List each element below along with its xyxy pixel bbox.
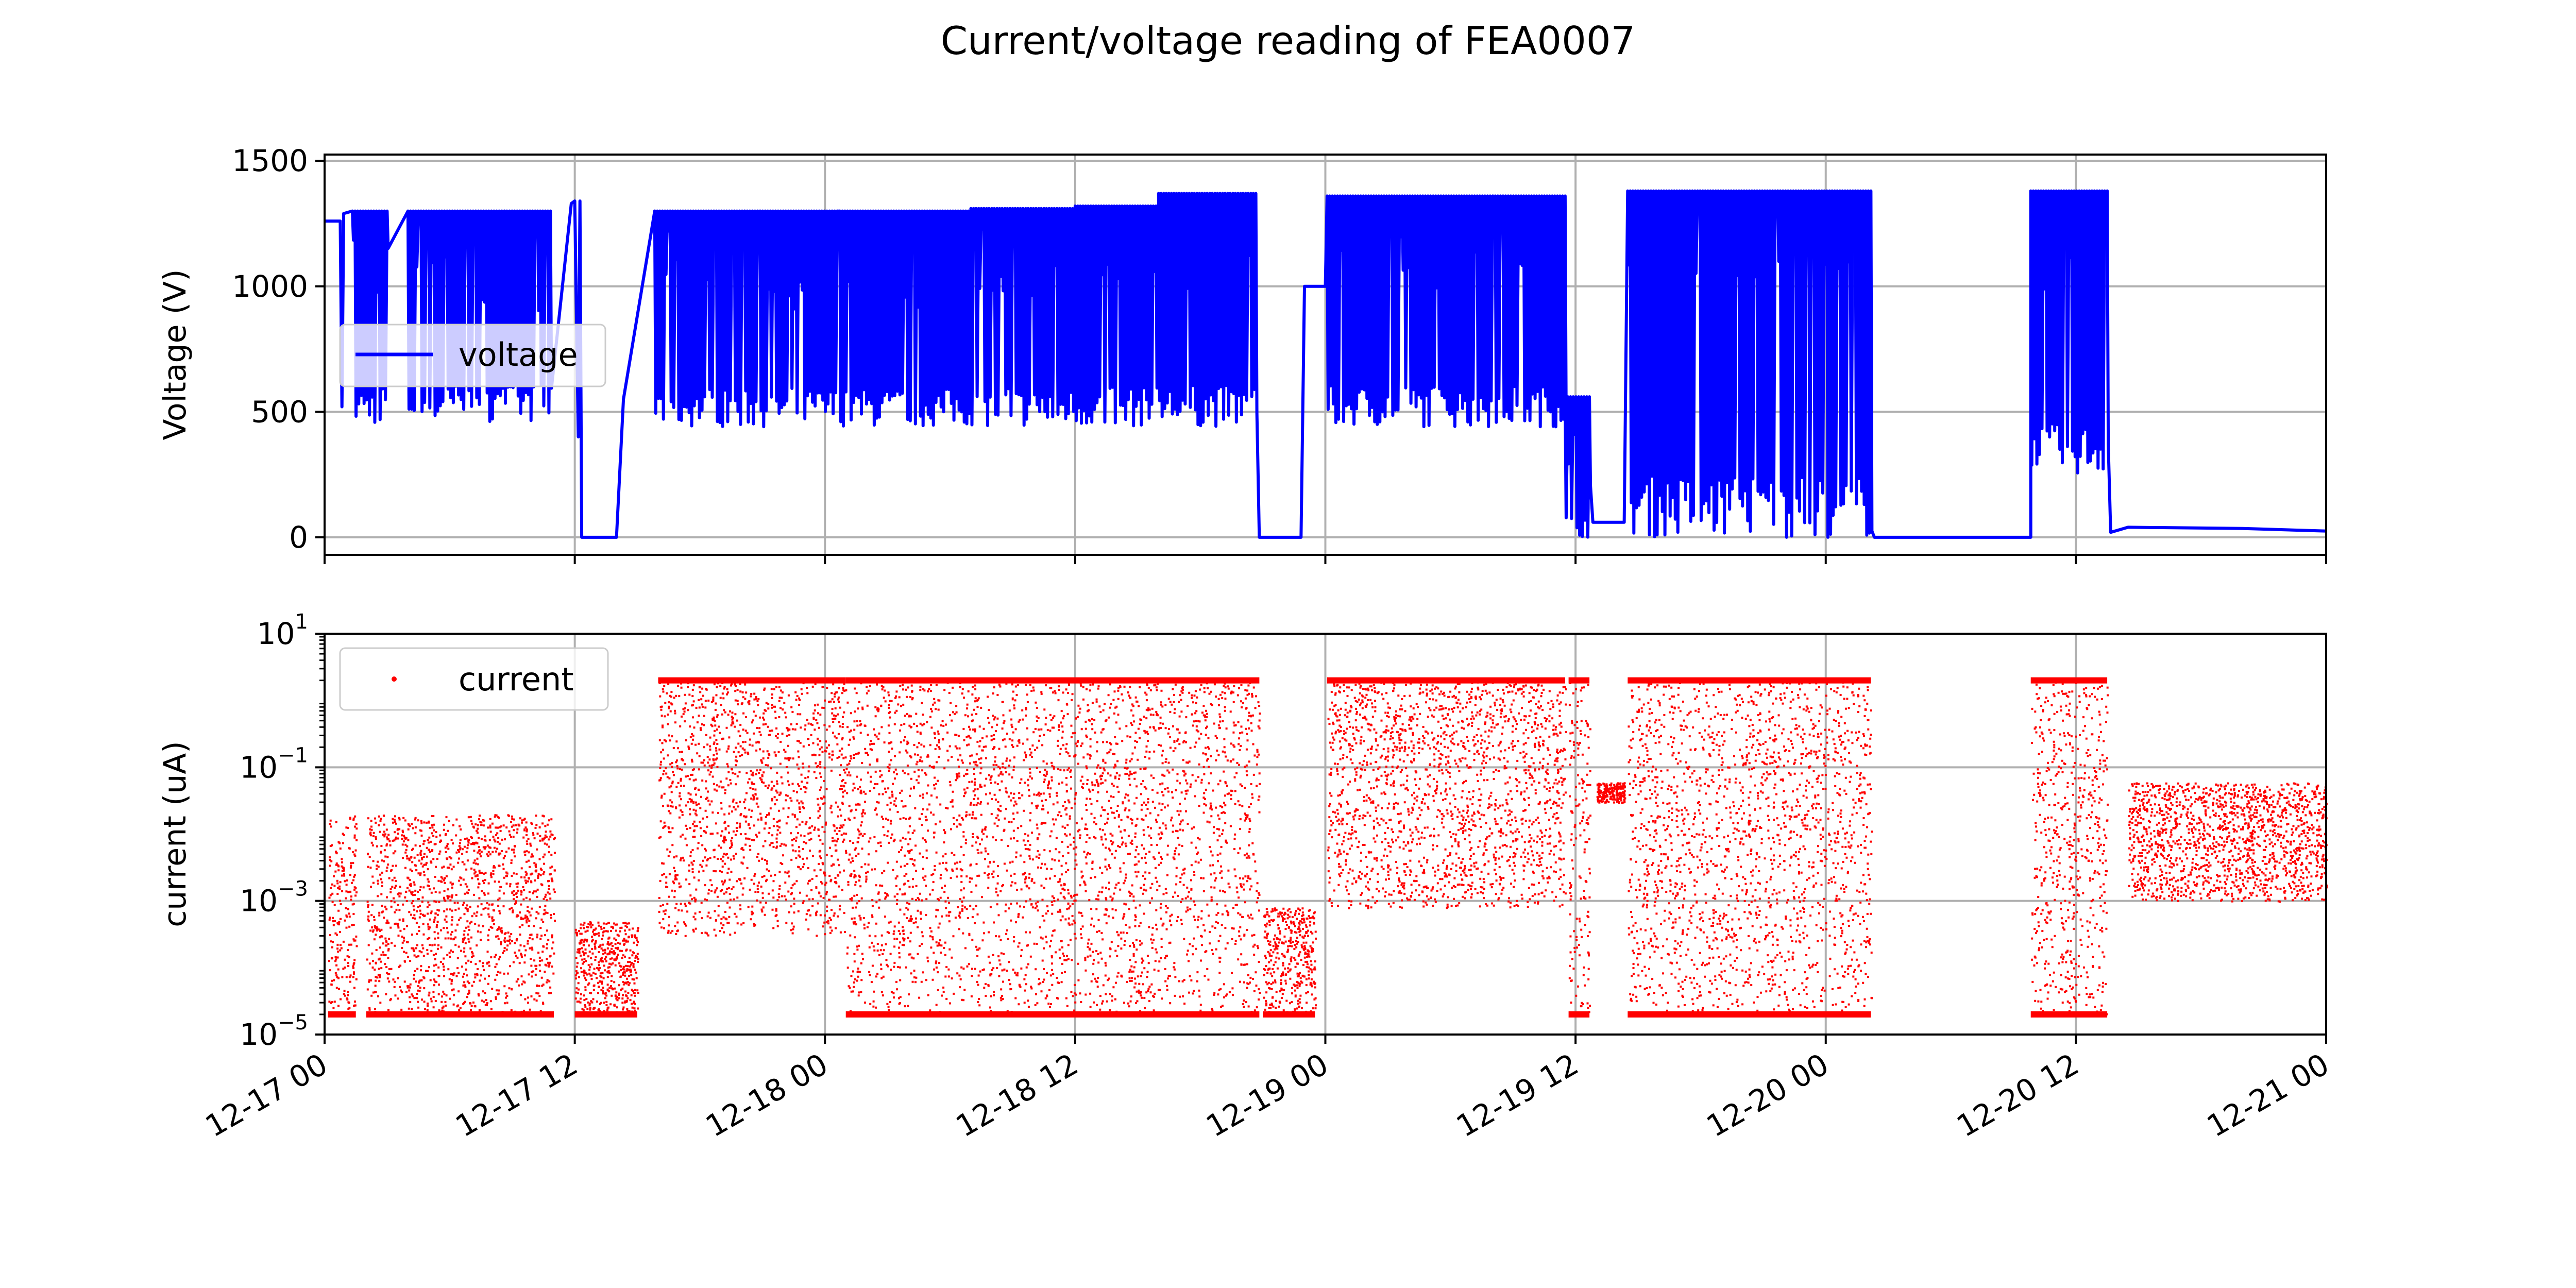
current-markers <box>328 815 358 1018</box>
current-legend-label: current <box>459 660 574 698</box>
current-marker-cluster <box>1628 677 1873 1018</box>
x-tick-label: 12-21 00 <box>2201 1046 2335 1144</box>
voltage-y-tick-label: 1500 <box>232 143 308 178</box>
voltage-y-axis-label: Voltage (V) <box>157 269 193 440</box>
current-marker-cluster <box>1263 907 1317 1018</box>
current-markers <box>1327 677 1567 909</box>
x-tick-label: 12-19 00 <box>1200 1046 1334 1144</box>
current-marker-cluster <box>1596 782 1626 804</box>
current-markers <box>845 677 1077 1018</box>
current-y-ticks: 10−5 10−3 10−1 101 <box>240 610 325 1052</box>
x-tick-label: 12-20 12 <box>1951 1046 2085 1144</box>
current-y-axis-label: current (uA) <box>157 741 193 927</box>
current-markers <box>1075 677 1261 1018</box>
voltage-panel: 0 500 1000 1500 Voltage (V) voltage <box>157 143 2327 564</box>
voltage-y-tick-label: 0 <box>289 520 308 555</box>
current-markers <box>2128 782 2328 903</box>
current-y-tick-label: 10−1 <box>240 743 308 785</box>
voltage-y-ticks: 0 500 1000 1500 <box>232 143 325 555</box>
voltage-line <box>325 189 2327 539</box>
current-series <box>328 677 2328 1018</box>
current-marker-cluster <box>658 677 848 937</box>
current-markers <box>658 677 848 937</box>
current-legend: current <box>339 647 609 711</box>
x-tick-label: 12-18 00 <box>700 1046 834 1144</box>
voltage-legend-label: voltage <box>459 336 578 374</box>
current-y-tick-label: 101 <box>257 610 308 651</box>
current-marker-cluster <box>1568 677 1591 1018</box>
current-legend-marker <box>392 676 397 682</box>
current-marker-cluster <box>845 677 1077 1018</box>
current-marker-cluster <box>328 815 358 1018</box>
voltage-series <box>325 189 2327 539</box>
current-marker-cluster <box>1075 677 1261 1018</box>
current-markers <box>1263 907 1317 1018</box>
x-tick-label: 12-20 00 <box>1701 1046 1835 1144</box>
current-marker-cluster <box>574 921 639 1018</box>
x-tick-label: 12-18 12 <box>950 1046 1084 1144</box>
current-panel: 12-17 00 12-17 12 12-18 00 12-18 12 12-19 00… <box>157 610 2335 1144</box>
current-marker-cluster <box>366 814 556 1018</box>
voltage-legend: voltage <box>339 324 606 387</box>
current-marker-cluster <box>1327 677 1567 909</box>
current-y-tick-label: 10−3 <box>240 877 308 919</box>
voltage-y-tick-label: 500 <box>251 394 308 429</box>
current-y-tick-label: 10−5 <box>240 1011 308 1052</box>
voltage-legend-box <box>339 324 606 387</box>
current-marker-cluster <box>2030 677 2109 1018</box>
current-marker-cluster <box>2128 782 2328 903</box>
current-gridlines <box>324 634 2327 1035</box>
voltage-x-ticks <box>324 555 2327 564</box>
current-markers <box>2030 677 2109 1018</box>
current-markers <box>574 921 639 1018</box>
current-markers <box>366 814 556 1018</box>
x-tick-label: 12-19 12 <box>1450 1046 1584 1144</box>
current-markers <box>1596 782 1626 804</box>
current-legend-box <box>339 647 609 711</box>
x-tick-label: 12-17 12 <box>450 1046 584 1144</box>
x-tick-label: 12-17 00 <box>199 1046 333 1144</box>
figure-title: Current/voltage reading of FEA0007 <box>941 18 1636 63</box>
current-markers <box>1568 677 1591 1018</box>
current-markers <box>1628 677 1873 1018</box>
voltage-y-tick-label: 1000 <box>232 269 308 304</box>
current-x-ticks: 12-17 00 12-17 12 12-18 00 12-18 12 12-19 00… <box>199 1035 2335 1144</box>
